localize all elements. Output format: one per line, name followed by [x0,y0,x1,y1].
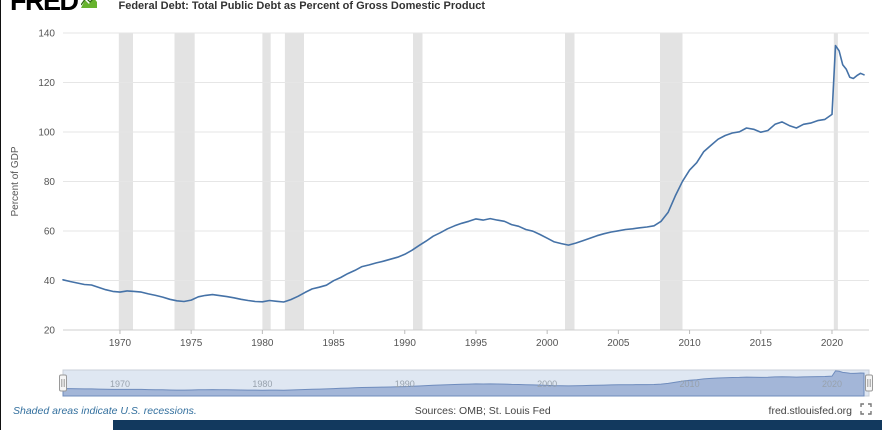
recession-note-link[interactable]: Shaded areas indicate U.S. recessions. [13,404,197,417]
fred-logo-icon [79,0,97,13]
page-bottom-bar [113,420,882,430]
y-axis-title: Percent of GDP [10,146,21,216]
x-tick-label: 1970 [109,338,132,349]
chart-title: Federal Debt: Total Public Debt as Perce… [118,0,486,12]
x-tick-label: 2000 [536,338,559,349]
y-tick-label: 80 [44,177,56,188]
site-link[interactable]: fred.stlouisfed.org [768,404,852,417]
navigator-year-label: 2000 [537,379,557,389]
x-tick-label: 2005 [607,338,630,349]
y-tick-label: 20 [44,326,56,337]
navigator-handle-left[interactable] [59,374,67,392]
navigator-year-label: 2010 [680,379,700,389]
x-tick-label: 2010 [678,338,701,349]
y-tick-label: 40 [44,276,56,287]
y-tick-label: 120 [38,78,55,89]
fullscreen-button[interactable] [860,403,872,418]
navigator-area [62,370,865,397]
navigator-year-label: 1970 [110,379,130,389]
navigator-year-label: 2020 [822,379,842,389]
sources-text: Sources: OMB; St. Louis Fed [414,404,551,417]
chart-footer: Shaded areas indicate U.S. recessions. S… [13,403,872,418]
x-tick-label: 2020 [821,338,844,349]
navigator-handle-right[interactable] [865,374,873,392]
x-tick-label: 1995 [465,338,488,349]
series-line [62,44,865,303]
y-tick-label: 140 [38,29,55,40]
footer-right-group: fred.stlouisfed.org [769,403,872,418]
x-tick-label: 2015 [750,338,773,349]
fred-logo[interactable]: FRED [10,0,79,16]
y-tick-label: 60 [44,227,56,238]
x-tick-label: 1980 [251,338,274,349]
chart-header: FRED Federal Debt: Total Public Debt as … [10,0,485,15]
navigator-year-label: 1990 [395,379,415,389]
main-chart[interactable]: 20 40 60 80 100 120 140 1970 1975 1980 1985 1990 199… [1,24,882,350]
range-navigator[interactable]: 1970 1980 1990 2000 2010 2020 [1,366,882,400]
x-tick-label: 1985 [322,338,345,349]
fullscreen-icon [860,403,872,418]
x-tick-label: 1975 [180,338,203,349]
y-tick-label: 100 [38,128,55,139]
navigator-year-label: 1980 [252,379,272,389]
x-tick-label: 1990 [394,338,417,349]
